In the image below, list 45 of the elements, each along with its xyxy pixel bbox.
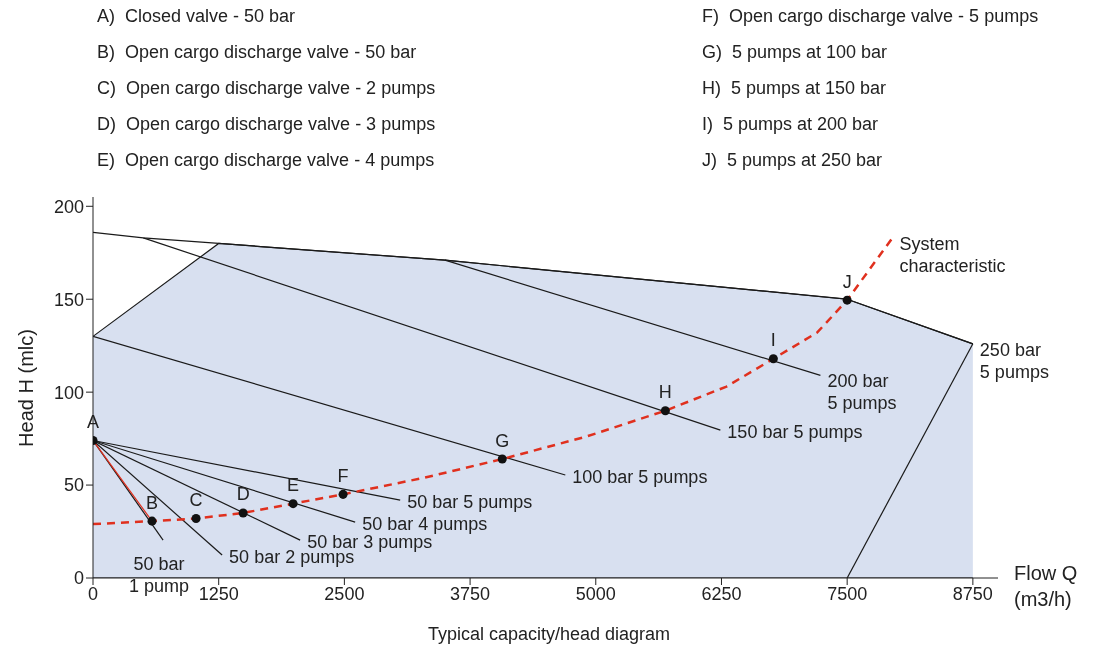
- x-tick-label: 0: [87, 583, 99, 604]
- data-label: C: [189, 490, 203, 511]
- annotation: System characteristic: [899, 233, 1006, 276]
- x-tick-label: 1250: [198, 583, 239, 604]
- text: E) Open cargo discharge valve - 4 pumps: [97, 150, 435, 171]
- data-label: H: [658, 382, 672, 403]
- y-axis-title: Head H (mlc): [14, 328, 38, 447]
- text: D) Open cargo discharge valve - 3 pumps: [97, 114, 436, 135]
- text: G) 5 pumps at 100 bar: [702, 42, 888, 63]
- data-label: B: [146, 492, 159, 513]
- x-tick-label: 3750: [450, 583, 491, 604]
- data-label: E: [287, 475, 300, 496]
- x-tick-label: 2500: [324, 583, 365, 604]
- data-label: G: [495, 430, 510, 451]
- text: C) Open cargo discharge valve - 2 pumps: [97, 78, 436, 99]
- text: B) Open cargo discharge valve - 50 bar: [97, 42, 417, 63]
- annotation: 200 bar 5 pumps: [827, 371, 897, 414]
- annotation: 50 bar 4 pumps: [362, 514, 488, 535]
- text: I) 5 pumps at 200 bar: [702, 114, 879, 135]
- x-tick-label: 5000: [575, 583, 616, 604]
- x-tick-label: 6250: [701, 583, 742, 604]
- y-tick-label: 100: [53, 382, 84, 403]
- data-label: I: [770, 330, 776, 351]
- x-axis-title: Flow Q (m3/h): [1014, 561, 1078, 612]
- data-label: A: [86, 411, 100, 432]
- y-tick-label: 0: [73, 568, 84, 589]
- data-label: F: [337, 465, 349, 486]
- annotation: 50 bar 3 pumps: [307, 532, 433, 553]
- text: H) 5 pumps at 150 bar: [702, 78, 887, 99]
- annotation: 50 bar 1 pump: [129, 554, 190, 597]
- y-tick-label: 150: [53, 289, 84, 310]
- text: F) Open cargo discharge valve - 5 pumps: [702, 6, 1039, 27]
- annotation: 100 bar 5 pumps: [572, 467, 708, 488]
- data-label: D: [236, 484, 250, 505]
- annotation: 50 bar 5 pumps: [407, 492, 533, 513]
- text: Typical capacity/head diagram: [426, 624, 672, 645]
- text: A) Closed valve - 50 bar: [97, 6, 296, 27]
- annotation: 150 bar 5 pumps: [727, 422, 863, 443]
- annotation: 250 bar 5 pumps: [979, 339, 1049, 382]
- data-label: J: [842, 271, 852, 292]
- y-tick-label: 200: [53, 196, 84, 217]
- x-tick-label: 8750: [952, 583, 993, 604]
- x-tick-label: 7500: [827, 583, 868, 604]
- text: J) 5 pumps at 250 bar: [702, 150, 883, 171]
- y-tick-label: 50: [63, 475, 84, 496]
